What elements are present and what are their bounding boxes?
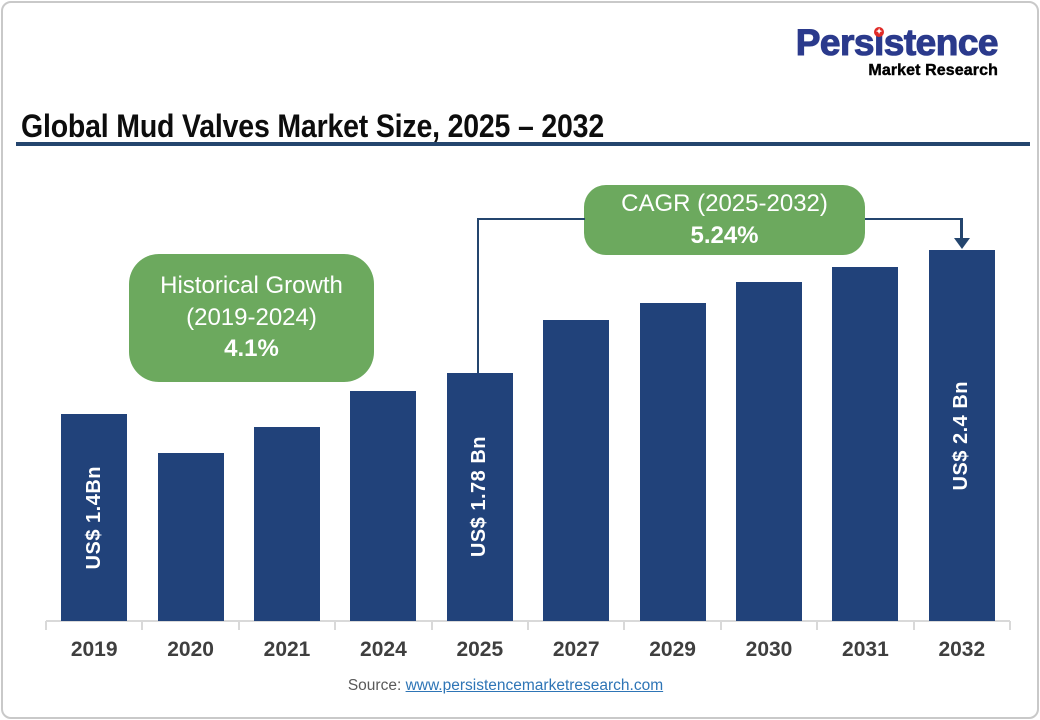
brand-logo-tagline: Market Research: [868, 62, 998, 79]
brand-logo: Persı ✦ stence Market Research: [795, 22, 999, 80]
brand-logo-star-dot-icon: ✦: [873, 27, 884, 37]
brand-logo-text-post: stence: [883, 22, 999, 63]
bar-2031: [832, 266, 899, 621]
source-line: Source: www.persistencemarketresearch.co…: [0, 677, 1011, 695]
annotation-value: 5.24%: [690, 222, 759, 249]
x-axis-label-2031: 2031: [842, 638, 889, 661]
bar-2020: [157, 452, 224, 621]
bar-2024: [350, 391, 417, 621]
bar-2021: [254, 427, 320, 621]
x-axis-tick: [623, 621, 626, 630]
x-axis-label-2021: 2021: [263, 638, 311, 661]
x-axis-tick: [816, 621, 819, 630]
bar-value-label-2019: US$ 1.4Bn: [82, 465, 105, 570]
brand-logo-wordmark: Persı ✦ stence: [795, 22, 999, 63]
x-axis-tick: [527, 621, 529, 630]
x-axis-label-2019: 2019: [70, 638, 118, 661]
x-axis-label-2020: 2020: [167, 638, 214, 661]
bar-2025: US$ 1.78 Bn: [446, 373, 513, 621]
x-axis-label-2030: 2030: [745, 638, 793, 661]
bar-value-label-2025: US$ 1.78 Bn: [468, 436, 491, 558]
bar-2030: [736, 282, 802, 621]
annotation-text-line: Historical Growth: [160, 272, 343, 299]
annotation-text-line: (2019-2024): [186, 303, 317, 331]
connector-up-from-2025: [476, 217, 479, 373]
annotation-value: 4.1%: [224, 335, 279, 362]
x-axis-label-2029: 2029: [649, 638, 696, 661]
bar-value-label-2032: US$ 2.4 Bn: [950, 380, 973, 491]
bar-2019: US$ 1.4Bn: [61, 414, 128, 621]
bar-2029: [639, 303, 706, 621]
x-axis-tick: [334, 621, 337, 630]
source-label: Source:: [347, 677, 406, 694]
x-axis-label-2025: 2025: [456, 638, 504, 661]
connector-left-horizontal: [476, 217, 585, 220]
annotation-historical-growth: Historical Growth (2019-2024) 4.1%: [129, 254, 374, 382]
connector-arrowhead-icon: [953, 238, 970, 249]
brand-logo-dotless-i: ı ✦: [873, 22, 884, 63]
connector-right-horizontal: [865, 217, 962, 220]
x-axis-tick: [1009, 621, 1011, 630]
x-axis-tick: [719, 621, 722, 630]
x-axis-label-2027: 2027: [552, 638, 600, 661]
x-axis-label-2024: 2024: [360, 638, 407, 661]
source-link[interactable]: www.persistencemarketresearch.com: [405, 677, 664, 694]
x-axis-tick: [45, 621, 47, 630]
chart-title: Global Mud Valves Market Size, 2025 – 20…: [21, 108, 605, 144]
brand-logo-text-pre: Pers: [795, 22, 875, 63]
x-axis-label-2032: 2032: [938, 638, 986, 661]
x-axis-tick: [430, 621, 433, 630]
annotation-cagr: CAGR (2025-2032) 5.24%: [584, 185, 865, 255]
bar-2027: [543, 319, 610, 621]
bar-2032: US$ 2.4 Bn: [928, 250, 995, 621]
connector-down-to-2032: [960, 217, 963, 239]
x-axis-tick: [912, 621, 915, 630]
x-axis-tick: [141, 621, 144, 630]
x-axis-tick: [237, 621, 240, 630]
annotation-text-line: CAGR (2025-2032): [621, 190, 828, 217]
title-underline: [16, 142, 1030, 146]
